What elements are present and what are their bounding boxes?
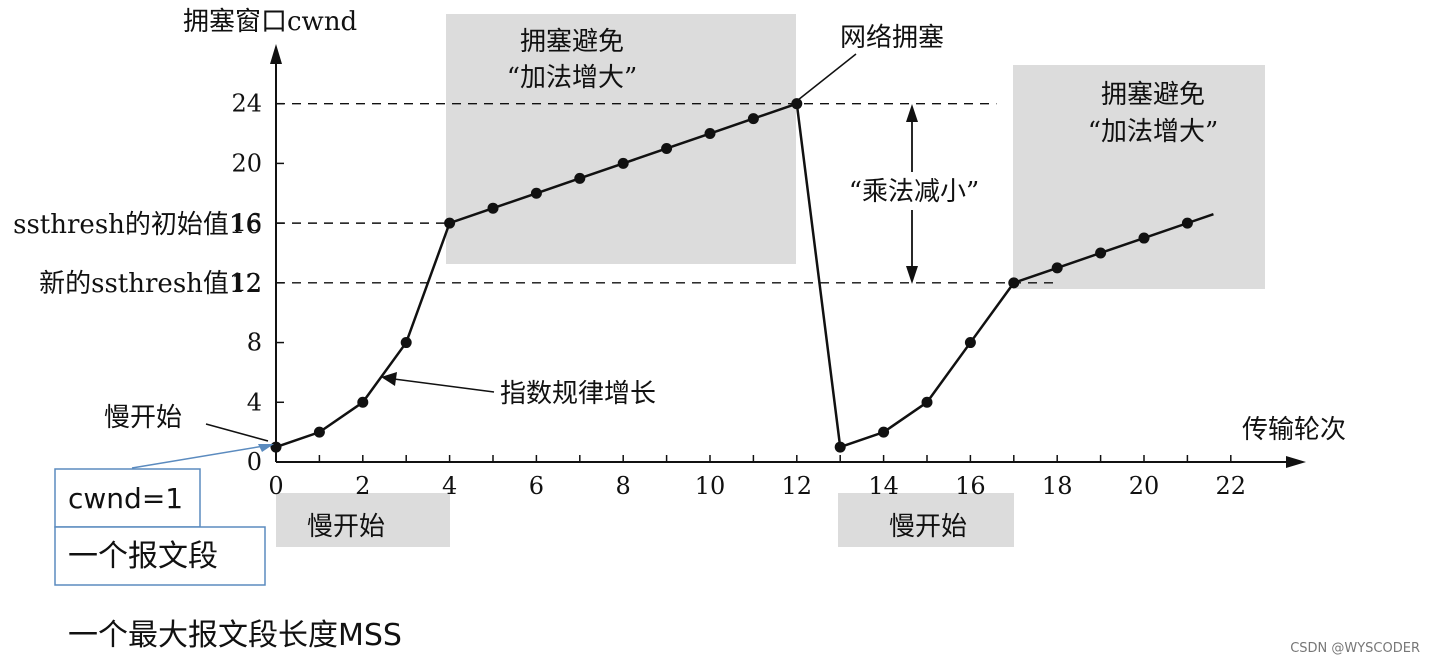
y-axis-arrow: [270, 44, 282, 64]
data-point: [791, 98, 803, 110]
y-tick-label: 12: [231, 269, 262, 297]
x-tick-label: 8: [616, 472, 631, 500]
y-tick-label: 20: [231, 149, 262, 177]
multiplicative-decrease-label-bg: [830, 172, 998, 210]
network-congestion-label: 网络拥塞: [840, 23, 944, 53]
data-point: [574, 172, 586, 184]
x-tick-label: 0: [268, 472, 283, 500]
one-segment-text: 一个报文段: [68, 539, 218, 574]
x-tick-label: 2: [355, 472, 370, 500]
slow-start-region-2: [838, 493, 1014, 547]
reference-lines: [276, 102, 1058, 284]
y-tick-label: 4: [247, 388, 262, 416]
data-point: [661, 142, 673, 154]
data-point: [704, 128, 716, 140]
x-tick-label: 4: [442, 472, 457, 500]
data-point: [921, 396, 933, 408]
ssthresh-initial-label: ssthresh的初始值16: [13, 210, 262, 240]
x-ticks: 0 2 4 6 8 10 12 14 16 18 20 22: [268, 455, 1246, 500]
data-point: [1138, 232, 1150, 244]
x-axis-label: 传输轮次: [1242, 415, 1346, 445]
data-point: [357, 396, 369, 408]
data-point: [313, 426, 325, 438]
data-point: [834, 441, 846, 453]
exponential-growth-pointer: [393, 378, 495, 393]
cwnd-callout-box: [54, 468, 201, 528]
data-point: [878, 426, 890, 438]
x-tick-label: 20: [1129, 472, 1160, 500]
x-tick-label: 12: [782, 472, 813, 500]
slow-start-pointer-label: 慢开始: [104, 403, 182, 433]
slow-start-pointer: [205, 423, 269, 442]
mss-caption: 一个最大报文段长度MSS: [68, 618, 402, 653]
data-point: [1008, 277, 1020, 289]
congestion-avoidance-region-1: [446, 14, 796, 264]
multiplicative-decrease-label: “乘法减小”: [849, 177, 980, 207]
y-tick-label: 24: [231, 90, 262, 118]
x-tick-label: 14: [868, 472, 899, 500]
congestion-avoidance-2-title: 拥塞避免: [1101, 80, 1205, 110]
multiplicative-decrease-arrow-up: [906, 104, 918, 122]
data-point: [964, 337, 976, 349]
data-point: [444, 217, 456, 229]
y-ticks: 0 4 8 12 16 20 24: [231, 90, 284, 476]
congestion-avoidance-2-subtitle: “加法增大”: [1088, 117, 1219, 147]
congestion-avoidance-1-title: 拥塞避免: [520, 27, 624, 57]
data-point: [617, 157, 629, 169]
network-congestion-pointer: [797, 53, 857, 101]
data-point: [400, 337, 412, 349]
y-axis-label: 拥塞窗口cwnd: [183, 7, 357, 37]
data-point: [1181, 217, 1193, 229]
multiplicative-decrease-arrow-down: [906, 266, 918, 284]
y-tick-label: 8: [247, 329, 262, 357]
slow-start-region-1: [276, 493, 450, 547]
callout-pointer-arrowhead: [258, 444, 274, 452]
exponential-growth-arrowhead: [381, 372, 397, 386]
data-point: [270, 441, 282, 453]
data-point: [747, 113, 759, 125]
data-point: [487, 202, 499, 214]
congestion-avoidance-region-2: [1013, 65, 1265, 289]
x-tick-label: 6: [529, 472, 544, 500]
slow-start-1-label: 慢开始: [307, 512, 385, 542]
y-tick-label: 16: [231, 209, 262, 237]
x-tick-label: 16: [955, 472, 986, 500]
cwnd-equals-one-text: cwnd=1: [68, 482, 183, 515]
ssthresh-new-label: 新的ssthresh值12: [39, 269, 262, 299]
cwnd-series-points: [270, 98, 1193, 453]
exponential-growth-label: 指数规律增长: [500, 379, 656, 409]
data-point: [1095, 247, 1107, 259]
watermark: CSDN @WYSCODER: [1290, 641, 1420, 656]
callout-pointer: [131, 444, 271, 469]
segment-callout-box: [54, 526, 266, 586]
data-point: [530, 187, 542, 199]
x-tick-label: 10: [695, 472, 726, 500]
y-tick-label: 0: [247, 448, 262, 476]
x-axis-arrow: [1286, 456, 1306, 468]
congestion-avoidance-1-subtitle: “加法增大”: [507, 63, 638, 93]
x-tick-label: 22: [1216, 472, 1247, 500]
x-tick-label: 18: [1042, 472, 1073, 500]
slow-start-2-label: 慢开始: [889, 512, 967, 542]
data-point: [1051, 262, 1063, 274]
